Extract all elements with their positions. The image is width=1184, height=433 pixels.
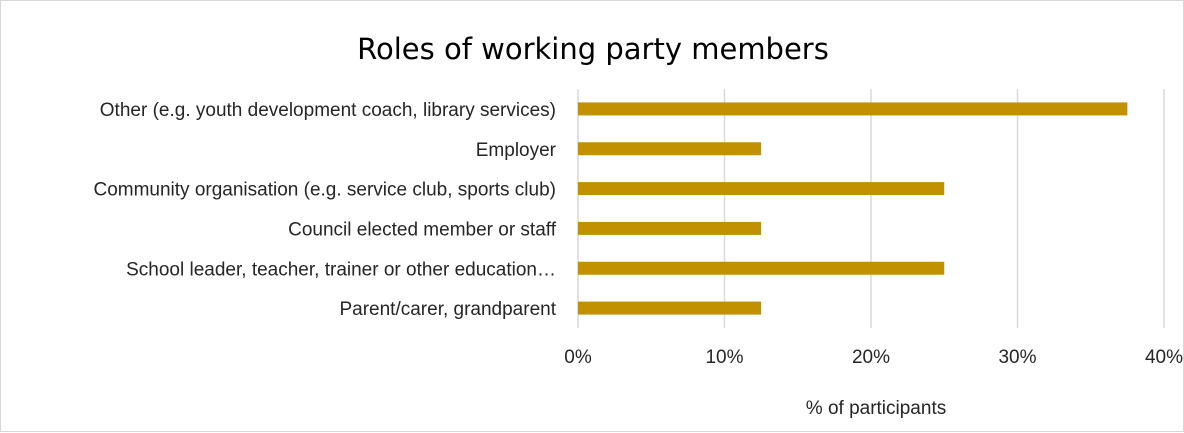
x-tick-label: 10% (705, 347, 743, 368)
bar (578, 182, 945, 196)
x-tick-label: 20% (852, 347, 890, 368)
bar (578, 102, 1128, 116)
chart-title: Roles of working party members (357, 32, 829, 66)
category-label: Council elected member or staff (288, 219, 557, 240)
x-tick-label: 30% (998, 347, 1036, 368)
x-axis-title: % of participants (806, 398, 946, 419)
bar (578, 301, 762, 315)
bars (578, 102, 1128, 315)
bar (578, 261, 945, 275)
x-tick-label: 0% (564, 347, 592, 368)
x-tick-label: 40% (1145, 347, 1183, 368)
category-label: Other (e.g. youth development coach, lib… (100, 100, 556, 121)
bar (578, 221, 762, 235)
category-label: Parent/carer, grandparent (339, 299, 556, 320)
category-label: Community organisation (e.g. service clu… (93, 180, 556, 201)
category-label: School leader, teacher, trainer or other… (126, 259, 556, 280)
x-tick-labels: 0% 10% 20% 30% 40% (564, 347, 1183, 368)
bar (578, 142, 762, 156)
category-labels: Other (e.g. youth development coach, lib… (93, 100, 556, 320)
category-label: Employer (476, 140, 557, 161)
gridlines (577, 89, 1165, 328)
